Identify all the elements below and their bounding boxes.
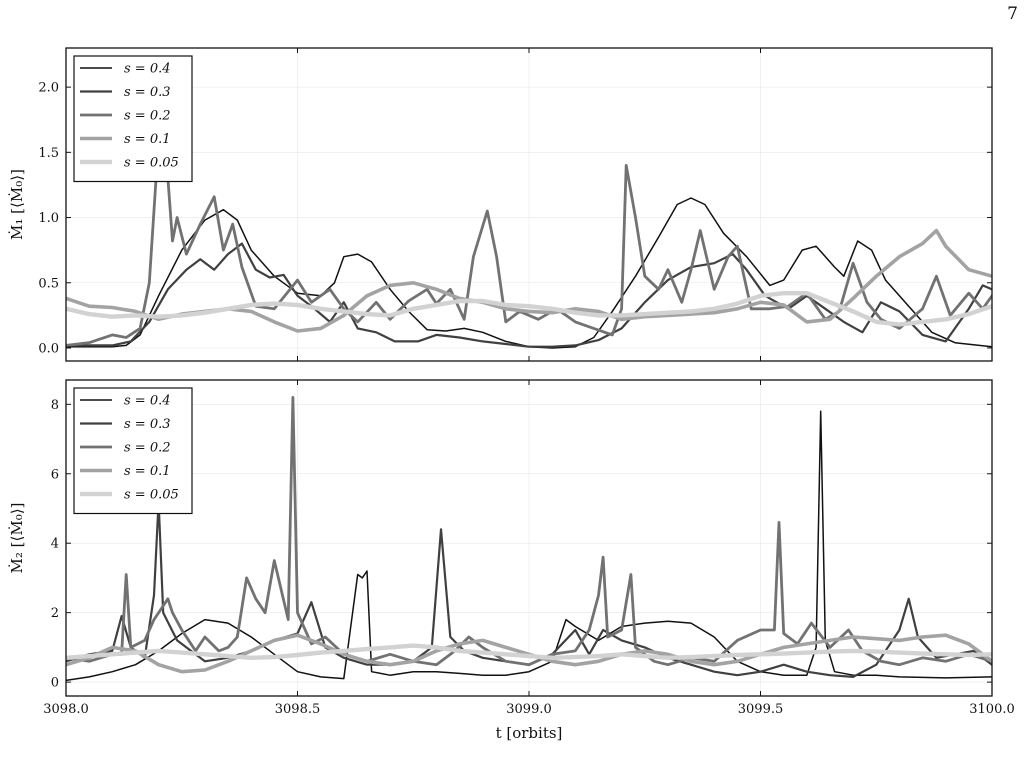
series-line-0.3 <box>66 242 992 348</box>
x-tick-label: 3099.0 <box>506 702 552 717</box>
series-line-0.2 <box>66 137 992 347</box>
top-panel: 0.00.51.01.52.0Ṁ₁ [⟨Ṁ₀⟩]s = 0.4s = 0.3s … <box>8 47 993 362</box>
y-tick-label: 0 <box>51 676 59 691</box>
y-axis-label: Ṁ₂ [⟨Ṁ₀⟩] <box>8 503 26 574</box>
y-tick-label: 2 <box>51 606 59 621</box>
x-tick-label: 3099.5 <box>738 702 784 717</box>
legend-label: s = 0.4 <box>124 62 171 77</box>
y-tick-label: 8 <box>51 398 59 413</box>
series-line-0.05 <box>66 291 992 327</box>
legend-label: s = 0.05 <box>124 488 179 503</box>
series-line-0.4 <box>66 197 992 349</box>
x-tick-label: 3100.0 <box>969 702 1015 717</box>
legend-label: s = 0.2 <box>124 441 171 456</box>
page-number: 7 <box>1007 4 1018 24</box>
y-tick-label: 2.0 <box>38 81 59 96</box>
series-line-0.05 <box>66 643 992 660</box>
legend-label: s = 0.3 <box>124 85 171 100</box>
legend-label: s = 0.3 <box>124 417 171 432</box>
y-tick-label: 0.0 <box>38 341 59 356</box>
legend-label: s = 0.1 <box>124 132 171 147</box>
x-tick-label: 3098.0 <box>43 702 89 717</box>
y-tick-label: 0.5 <box>38 276 59 291</box>
series-line-0.3 <box>66 500 992 678</box>
legend: s = 0.4 s = 0.3 s = 0.2 s = 0.1 s = 0.05 <box>73 55 193 183</box>
bottom-panel: 0 2 4 6 8 3098.0 3098.5 3099.0 3099.5 3100.0 Ṁ₂ [⟨… <box>8 379 1015 742</box>
legend-label: s = 0.2 <box>124 109 171 124</box>
series-group <box>66 137 992 349</box>
y-tick-label: 6 <box>51 467 59 482</box>
legend-label: s = 0.4 <box>124 394 171 409</box>
y-tick-label: 1.5 <box>38 146 59 161</box>
x-tick-label: 3098.5 <box>275 702 321 717</box>
x-axis-label: t [orbits] <box>496 724 563 742</box>
series-group <box>66 396 992 682</box>
y-tick-label: 4 <box>51 537 59 552</box>
y-axis-label: Ṁ₁ [⟨Ṁ₀⟩] <box>8 169 26 240</box>
legend: s = 0.4 s = 0.3 s = 0.2 s = 0.1 s = 0.05 <box>73 387 193 515</box>
legend-label: s = 0.1 <box>124 464 171 479</box>
y-tick-label: 1.0 <box>38 211 59 226</box>
legend-label: s = 0.05 <box>124 156 179 171</box>
